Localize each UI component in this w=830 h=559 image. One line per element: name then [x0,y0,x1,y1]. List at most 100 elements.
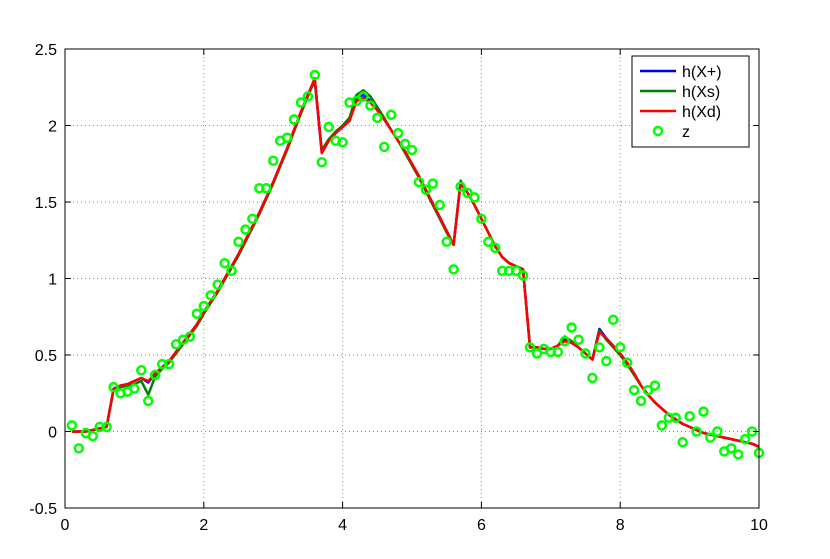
data-point-z [628,384,640,396]
data-point-z [698,406,709,417]
data-point-z [136,365,147,376]
data-point-z [226,265,237,277]
data-point-z [552,346,563,358]
data-point-z [594,342,605,353]
x-tick-label: 4 [338,517,347,534]
data-point-z [413,176,425,188]
y-tick-label: -0.5 [29,501,57,518]
data-point-z [392,127,404,139]
data-point-z [614,342,626,353]
data-point-z [531,348,543,359]
data-point-z [476,213,487,225]
data-point-z [198,300,210,312]
data-point-z [656,420,668,431]
x-tick-label: 8 [616,517,625,534]
data-point-z [580,348,591,359]
data-point-z [205,290,216,301]
data-point-z [406,144,418,156]
axes: 0 2 4 6 8 10-0.500.511.522.5 [29,42,768,534]
data-point-z [448,264,459,275]
data-point-z [323,121,334,133]
x-tick-label: 6 [477,517,486,534]
data-point-z [559,335,570,347]
legend: h(X+) h(Xs) h(Xd) z [631,55,750,148]
data-point-z [87,430,99,442]
series-layer [66,69,765,460]
data-point-z [705,432,716,443]
data-point-z [247,213,258,225]
data-point-z [365,100,376,111]
data-point-z [108,381,119,393]
data-point-z [677,436,688,448]
data-point-z [385,109,397,121]
data-point-z [490,242,501,254]
data-point-z [337,137,348,148]
legend-label-h-xs: h(Xs) [682,84,720,101]
data-point-z [149,369,161,381]
y-tick-label: 2 [48,119,57,136]
y-tick-label: 1 [48,272,57,289]
data-point-z [725,443,737,454]
y-tick-label: 2.5 [35,42,57,59]
data-point-z [240,224,251,235]
data-point-z [483,236,494,248]
data-point-z [732,449,744,460]
data-point-z [101,421,112,433]
data-point-z [739,433,751,445]
data-point-z [420,184,432,196]
data-point-z [399,138,411,150]
data-point-z [66,420,78,431]
data-point-z [691,426,702,437]
data-point-z [566,322,577,333]
y-tick-label: 1.5 [35,195,57,212]
data-point-z [309,69,321,81]
data-point-z [608,314,619,326]
data-point-z [191,308,203,319]
x-tick-label: 2 [199,517,208,534]
data-point-z [510,265,522,277]
legend-swatch-z [652,125,664,137]
data-point-z [684,410,695,422]
legend-label-h-xd: h(Xd) [682,104,721,121]
x-tick-label: 0 [61,517,70,534]
data-point-z [573,334,584,345]
data-point-z [267,155,279,166]
data-point-z [351,95,362,107]
data-point-z [441,236,452,248]
data-point-z [129,383,140,394]
data-point-z [170,339,182,350]
data-point-z [378,141,390,153]
data-point-z [261,182,272,194]
y-tick-label: 0.5 [35,348,57,365]
data-point-z [455,181,466,192]
data-point-z [163,358,175,370]
data-point-z [316,156,328,168]
x-tick-label: 10 [750,517,768,534]
data-point-z [642,384,654,396]
data-point-z [143,395,154,407]
data-point-z [712,426,723,437]
data-point-z [601,355,612,367]
data-point-z [524,342,536,353]
legend-label-z: z [682,124,690,141]
data-point-z [281,132,293,143]
data-point-z [635,395,647,407]
data-point-z [434,199,446,211]
data-point-z [212,279,223,290]
data-point-z [469,192,480,203]
data-point-z [649,380,661,391]
data-point-z [517,270,529,281]
data-point-z [670,412,681,423]
data-point-z [427,178,439,189]
data-point-z [462,187,473,199]
data-point-z [302,91,314,102]
data-point-z [587,372,598,384]
legend-label-h-x: h(X+) [682,64,722,81]
data-point-z [184,331,196,342]
data-point-z [233,236,244,248]
data-point-z [295,97,307,108]
y-tick-label: 0 [48,425,57,442]
data-point-z [288,114,300,125]
